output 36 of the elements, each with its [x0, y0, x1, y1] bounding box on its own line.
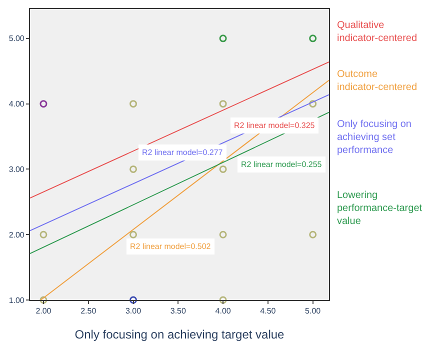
y-tick-label: 5.00	[8, 34, 25, 44]
point	[40, 100, 48, 108]
point	[130, 165, 138, 173]
x-tick-label: 4.50	[260, 306, 276, 316]
text: Only focusing on achieving set performance	[337, 119, 412, 156]
y-tick-label: 4.00	[8, 100, 25, 109]
annotation: R2 linear model=0.325	[234, 121, 316, 130]
x-tick-label: 2.00	[36, 306, 52, 316]
annotation: R2 linear model=0.255	[241, 160, 322, 169]
x-tick-label: 5.00	[305, 306, 322, 316]
x-tick-label: 2.50	[80, 306, 97, 316]
series-label: Qualitative indicator-centered	[337, 20, 418, 44]
y-tick-label: 1.00	[8, 296, 25, 305]
x-tick-label: 3.00	[125, 306, 142, 316]
x-axis-title: Only focusing on achieving target value	[74, 328, 285, 342]
point	[309, 100, 317, 108]
point	[130, 100, 138, 108]
text: Lowering performance-target value	[337, 190, 422, 227]
point	[309, 230, 317, 238]
series-label: Outcome indicator-centered	[337, 69, 418, 93]
point	[219, 230, 227, 238]
annotation: R2 linear model=0.502	[130, 242, 212, 251]
x-tick-label: 4.00	[215, 306, 232, 316]
point	[219, 34, 227, 42]
annotation: R2 linear model=0.277	[142, 148, 224, 157]
x-tick-label: 3.50	[170, 306, 186, 316]
point	[219, 296, 227, 304]
point	[130, 296, 138, 304]
point	[219, 165, 227, 173]
point	[40, 230, 48, 238]
point	[40, 296, 48, 304]
y-tick-label: 2.00	[8, 230, 25, 240]
point	[219, 100, 227, 108]
point	[309, 34, 317, 42]
point	[130, 230, 138, 238]
y-tick-label: 3.00	[8, 165, 25, 174]
